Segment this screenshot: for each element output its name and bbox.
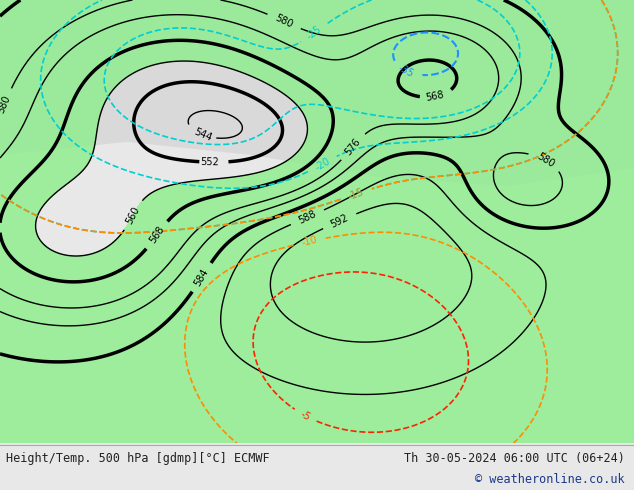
Text: Th 30-05-2024 06:00 UTC (06+24): Th 30-05-2024 06:00 UTC (06+24) [404,451,624,465]
Text: -35: -35 [397,63,416,79]
Text: 544: 544 [192,127,213,143]
Text: -15: -15 [347,187,365,201]
Text: -15: -15 [347,187,365,201]
Text: 552: 552 [200,157,219,167]
Text: -5: -5 [299,409,312,422]
Text: 580: 580 [274,13,295,30]
Text: -10: -10 [301,235,318,248]
Text: 576: 576 [343,136,363,157]
Text: -25: -25 [305,24,324,42]
Text: 588: 588 [297,209,318,226]
Text: 568: 568 [148,224,166,245]
Text: 580: 580 [535,151,556,169]
Text: © weatheronline.co.uk: © weatheronline.co.uk [475,473,624,486]
Text: 592: 592 [329,212,350,229]
Text: 568: 568 [425,90,444,103]
Text: 560: 560 [124,204,142,225]
Text: 580: 580 [0,94,13,114]
Polygon shape [0,0,634,186]
Text: Height/Temp. 500 hPa [gdmp][°C] ECMWF: Height/Temp. 500 hPa [gdmp][°C] ECMWF [6,451,270,465]
Text: -20: -20 [313,156,332,172]
Text: 584: 584 [193,267,210,288]
